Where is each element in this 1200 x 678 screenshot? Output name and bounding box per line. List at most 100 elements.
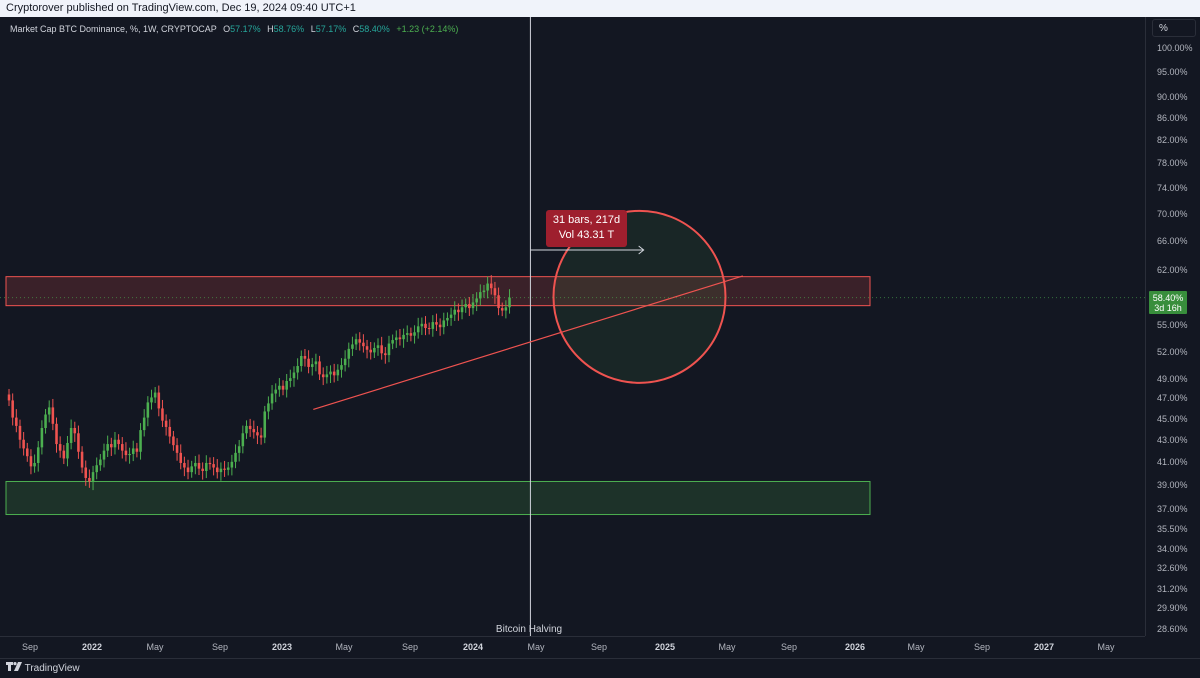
candle-body [384,353,387,356]
candle-body [464,304,467,308]
candle-body [376,345,380,348]
candle-body [179,452,183,463]
time-tick-label: 2025 [654,642,676,652]
candle-body [44,414,47,429]
candle-body [146,402,150,418]
candle-body [398,337,402,340]
candle-body [36,447,40,463]
high-value: 58.76% [273,24,305,34]
price-tick-label: 74.00% [1157,182,1188,193]
tradingview-logo-icon[interactable] [6,659,22,678]
price-tick-label: 82.00% [1157,135,1188,146]
candle-body [55,423,58,445]
candle-body [358,339,362,343]
candle-body [300,356,303,367]
symbol-info[interactable]: Market Cap BTC Dominance, %, 1W, CRYPTOC… [10,24,217,34]
candle-body [95,465,98,473]
candle-body [329,371,332,375]
time-axis[interactable]: Sep 2022 May Sep 2023 May Sep 2024 May Sep 2025 May… [0,636,1145,659]
candle-body [194,462,197,467]
candle-body [73,428,77,434]
candle-body [69,428,73,443]
price-tick-label: 78.00% [1157,158,1188,169]
candle-body [142,417,146,431]
price-tick-label: 62.00% [1157,264,1188,275]
candle-body [321,374,325,378]
candle-body [18,425,22,440]
candle-body [431,322,435,329]
low-value: 57.17% [315,24,347,34]
price-axis[interactable]: % 100.00% 95.00% 90.00% 86.00% 82.00% 78.00% 7… [1145,17,1200,636]
candle-body [205,462,208,471]
close-value: 58.40% [359,24,390,34]
candle-body [493,288,497,296]
candle-body [212,464,215,468]
candle-body [215,467,219,473]
candle-body [442,320,446,328]
candle-body [409,333,413,336]
candle-body [405,333,409,335]
candle-body [15,417,18,426]
support-zone [5,480,871,516]
candle-body [259,435,263,438]
candle-body [460,307,464,313]
time-tick-label: 2022 [81,642,103,652]
candle-body [489,283,493,289]
candle-body [120,444,124,451]
candle-body [394,337,398,341]
candle-body [296,366,299,373]
candle-body [164,420,168,427]
candle-body [267,403,270,412]
close-label: C [352,24,360,34]
price-tick-label: 37.00% [1157,504,1188,515]
open-value: 57.17% [230,24,261,34]
time-tick-label: 2024 [462,642,484,652]
candle-body [62,450,66,459]
candle-body [106,444,109,451]
chart-pane[interactable]: Market Cap BTC Dominance, %, 1W, CRYPTOC… [0,17,1145,636]
candle-body [113,439,117,448]
candle-body [281,385,285,390]
time-tick-label: 2026 [844,642,866,652]
bar-countdown: 3d 16h [1154,303,1182,313]
low-label: L [310,24,316,34]
price-tick-label: 39.00% [1157,480,1188,491]
candle-body [508,297,511,308]
price-tick-label: 45.00% [1157,413,1188,424]
time-tick-label: Sep [401,642,419,652]
price-tick-label: 47.00% [1157,393,1188,404]
change-value: +1.23 (+2.14%) [396,24,459,34]
candle-body [29,456,33,467]
candle-body [471,302,475,309]
candle-body [380,345,383,354]
candle-body [310,364,314,367]
price-tick-label: 52.00% [1157,346,1188,357]
candle-body [387,343,391,356]
candle-body [80,451,84,468]
candle-body [270,393,274,404]
footer-brand: TradingView [24,663,80,675]
time-tick-label: Sep [780,642,798,652]
percent-scale-button[interactable]: % [1152,19,1196,37]
measure-tooltip: 31 bars, 217d Vol 43.31 T [546,210,627,247]
candle-body [190,466,193,473]
price-chart[interactable] [0,17,1145,636]
candle-body [22,439,25,449]
last-price-badge: 58.40% 3d 16h [1149,291,1187,314]
candle-body [237,446,241,453]
price-tick-label: 28.60% [1157,624,1188,634]
price-tick-label: 35.50% [1157,523,1188,534]
candle-body [416,326,420,333]
measure-volume: Vol 43.31 T [558,229,615,241]
candle-body [128,453,131,456]
candle-body [77,433,80,452]
halving-label: Bitcoin Halving [495,624,563,635]
time-tick-label: May [907,642,925,652]
candle-body [248,425,252,430]
candle-body [435,322,438,325]
candle-body [263,411,267,438]
candle-body [26,448,29,457]
candle-body [332,371,336,376]
candle-body [117,439,120,445]
candle-body [402,334,405,340]
